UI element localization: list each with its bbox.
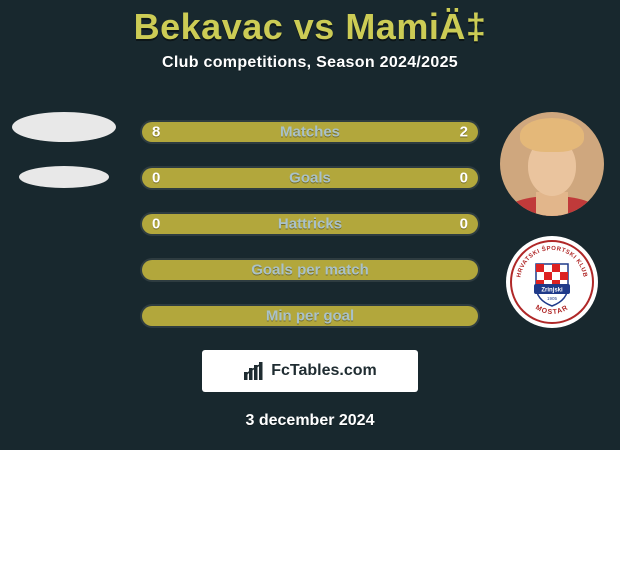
bar-chart-icon bbox=[243, 362, 265, 380]
metric-label: Min per goal bbox=[142, 308, 478, 325]
metric-right-value: 0 bbox=[460, 170, 468, 187]
brand-text: FcTables.com bbox=[271, 362, 377, 380]
right-player-column: HRVATSKI ŠPORTSKI KLUB MOSTAR bbox=[492, 112, 612, 328]
comparison-card: Bekavac vs MamiÄ‡ Club competitions, Sea… bbox=[0, 0, 620, 450]
left-player-column bbox=[4, 112, 124, 212]
metric-bar-min_per_goal: Min per goal bbox=[140, 304, 480, 328]
snapshot-date: 3 december 2024 bbox=[0, 412, 620, 430]
metric-bar-goals_per_match: Goals per match bbox=[140, 258, 480, 282]
metric-right-value: 2 bbox=[460, 124, 468, 141]
metric-label: Matches bbox=[142, 124, 478, 141]
left-player-avatar-placeholder bbox=[12, 112, 116, 142]
metric-bar-hattricks: Hattricks0 0 bbox=[140, 212, 480, 236]
metric-label: Goals bbox=[142, 170, 478, 187]
page-subtitle: Club competitions, Season 2024/2025 bbox=[0, 54, 620, 72]
page-title: Bekavac vs MamiÄ‡ bbox=[0, 0, 620, 48]
metric-bar-matches: Matches8 2 bbox=[140, 120, 480, 144]
club-crest-icon: HRVATSKI ŠPORTSKI KLUB MOSTAR bbox=[510, 240, 594, 324]
metric-left-value: 8 bbox=[152, 124, 160, 141]
right-player-avatar bbox=[500, 112, 604, 216]
metric-left-value: 0 bbox=[152, 216, 160, 233]
metric-label: Hattricks bbox=[142, 216, 478, 233]
metric-label: Goals per match bbox=[142, 262, 478, 279]
badge-center-text: Zrinjski bbox=[541, 288, 563, 294]
brand-badge[interactable]: FcTables.com bbox=[202, 350, 418, 392]
right-player-club-badge: HRVATSKI ŠPORTSKI KLUB MOSTAR bbox=[506, 236, 598, 328]
metric-bar-goals: Goals0 0 bbox=[140, 166, 480, 190]
metric-right-value: 0 bbox=[460, 216, 468, 233]
metric-left-value: 0 bbox=[152, 170, 160, 187]
svg-text:1905: 1905 bbox=[547, 296, 558, 301]
left-player-club-placeholder bbox=[19, 166, 109, 188]
metric-bars: Matches82Goals00Hattricks00Goals per mat… bbox=[140, 120, 480, 350]
